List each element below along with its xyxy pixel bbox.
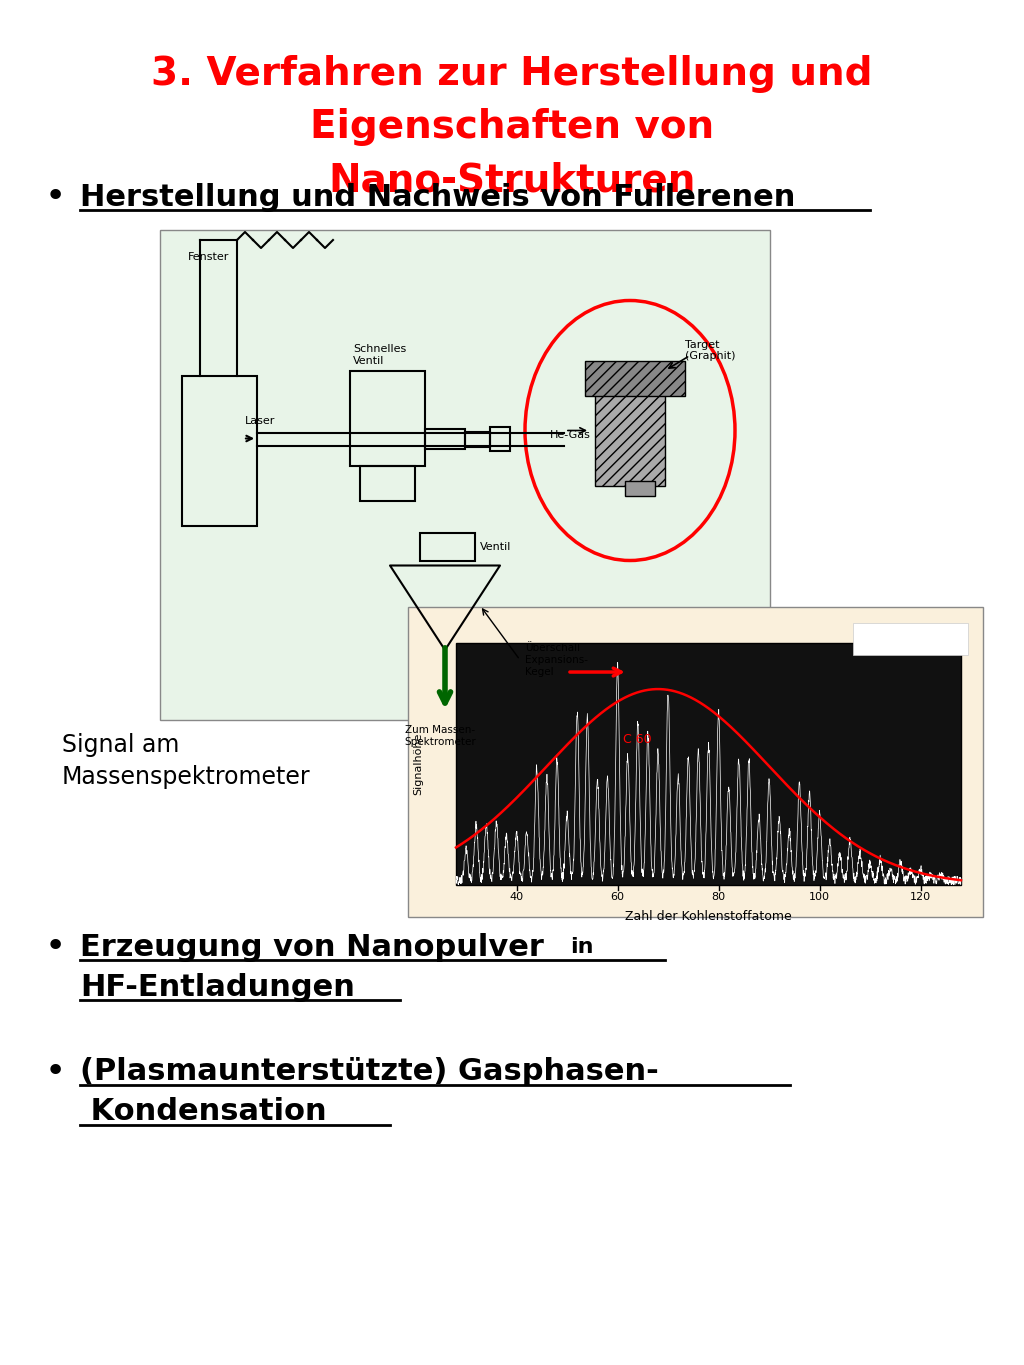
Text: Zahl der Kohlenstoffatome: Zahl der Kohlenstoffatome <box>625 910 792 923</box>
Bar <box>585 360 685 396</box>
Text: Kondensation: Kondensation <box>80 1097 327 1126</box>
Text: Erzeugung von Nanopulver: Erzeugung von Nanopulver <box>80 932 555 961</box>
Text: Fenster: Fenster <box>188 253 229 262</box>
Text: (Plasmaunterstützte) Gasphasen-: (Plasmaunterstützte) Gasphasen- <box>80 1058 658 1087</box>
Text: in: in <box>570 936 594 957</box>
Text: Zum Massen-
Spektrometer: Zum Massen- Spektrometer <box>404 725 476 747</box>
Text: Schnelles
Ventil: Schnelles Ventil <box>353 344 407 366</box>
Bar <box>350 370 425 465</box>
Text: C 60: C 60 <box>623 733 651 747</box>
Text: •: • <box>44 180 66 214</box>
Text: •: • <box>44 930 66 964</box>
Bar <box>853 622 968 655</box>
Bar <box>625 480 655 495</box>
Text: 40: 40 <box>510 891 523 902</box>
Text: Herstellung und Nachweis von Fullerenen: Herstellung und Nachweis von Fullerenen <box>80 183 796 212</box>
Bar <box>160 229 770 719</box>
Bar <box>408 607 983 917</box>
Text: Überschall
Expansions-
Kegel: Überschall Expansions- Kegel <box>525 643 588 677</box>
Text: Target
(Graphit): Target (Graphit) <box>685 340 735 362</box>
Bar <box>182 375 257 526</box>
Bar <box>360 465 415 501</box>
Text: •: • <box>44 1055 66 1089</box>
Text: Laser: Laser <box>245 415 275 426</box>
Text: 100: 100 <box>809 891 830 902</box>
Text: He-Gas: He-Gas <box>550 430 591 441</box>
Bar <box>490 426 510 450</box>
Text: 60: 60 <box>610 891 625 902</box>
Text: Signalhöhe: Signalhöhe <box>413 733 423 796</box>
Text: HF-Entladungen: HF-Entladungen <box>80 972 355 1002</box>
Bar <box>595 385 665 486</box>
Text: 3. Verfahren zur Herstellung und
Eigenschaften von
Nano-Strukturen: 3. Verfahren zur Herstellung und Eigensc… <box>152 55 872 199</box>
Bar <box>465 431 490 446</box>
Bar <box>420 532 475 561</box>
Text: 80: 80 <box>712 891 726 902</box>
Bar <box>425 429 465 449</box>
Text: Ventil: Ventil <box>480 542 511 551</box>
Text: Signal am
Massenspektrometer: Signal am Massenspektrometer <box>62 733 310 789</box>
Text: 120: 120 <box>910 891 931 902</box>
Bar <box>456 643 961 885</box>
